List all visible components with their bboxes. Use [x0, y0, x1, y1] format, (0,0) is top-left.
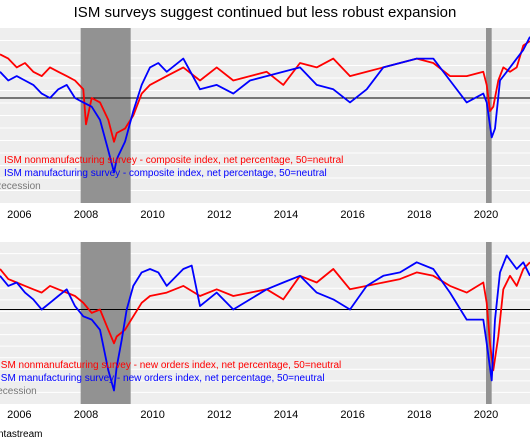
panel-top-x-tick-label: 2006	[7, 209, 31, 221]
panel-top-x-tick-label: 2014	[274, 209, 298, 221]
panel-bottom-x-ticks: 2006 2008 2010 2012 2014 2016 2018 2020	[7, 409, 498, 421]
chart-title: ISM surveys suggest continued but less r…	[74, 4, 457, 21]
panel-top-x-tick-label: 2008	[74, 209, 98, 221]
panel-bottom-x-tick-label: 2006	[7, 409, 31, 421]
panel-bottom-x-tick-label: 2012	[207, 409, 231, 421]
source-note: ntastream	[0, 429, 42, 440]
legend-bottom-recession: Recession	[0, 386, 37, 397]
panel-bottom-x-tick-label: 2018	[407, 409, 431, 421]
panel-top: ISM nonmanufacturing survey - composite …	[0, 28, 530, 221]
panel-bottom-legend: ISM nonmanufacturing survey - new orders…	[0, 360, 341, 397]
panel-top-x-tick-label: 2020	[474, 209, 498, 221]
panel-top-x-tick-label: 2012	[207, 209, 231, 221]
panel-top-x-ticks: 2006 2008 2010 2012 2014 2016 2018 2020	[7, 209, 498, 221]
legend-top-recession: Recession	[0, 181, 41, 192]
panel-bottom-x-tick-label: 2010	[140, 409, 164, 421]
panel-top-legend: ISM nonmanufacturing survey - composite …	[0, 155, 343, 192]
panel-top-nonmanufacturing-line	[0, 40, 530, 143]
panel-bottom-x-tick-label: 2014	[274, 409, 298, 421]
panel-top-series	[0, 36, 530, 174]
legend-bottom-nonmanufacturing: ISM nonmanufacturing survey - new orders…	[0, 360, 341, 371]
legend-top-nonmanufacturing: ISM nonmanufacturing survey - composite …	[4, 155, 343, 166]
panel-bottom-series	[0, 254, 530, 392]
panel-bottom-x-tick-label: 2008	[74, 409, 98, 421]
panel-bottom-nonmanufacturing-line	[0, 261, 530, 372]
panel-top-x-tick-label: 2018	[407, 209, 431, 221]
panel-top-x-tick-label: 2010	[140, 209, 164, 221]
panel-bottom-manufacturing-line	[0, 254, 530, 392]
legend-top-manufacturing: ISM manufacturing survey - composite ind…	[4, 168, 327, 179]
panel-bottom: ISM nonmanufacturing survey - new orders…	[0, 242, 530, 421]
panel-bottom-x-tick-label: 2016	[340, 409, 364, 421]
panel-bottom-x-tick-label: 2020	[474, 409, 498, 421]
panel-top-x-tick-label: 2016	[340, 209, 364, 221]
legend-bottom-manufacturing: ISM manufacturing survey - new orders in…	[0, 373, 325, 384]
panel-top-manufacturing-line	[0, 36, 530, 174]
